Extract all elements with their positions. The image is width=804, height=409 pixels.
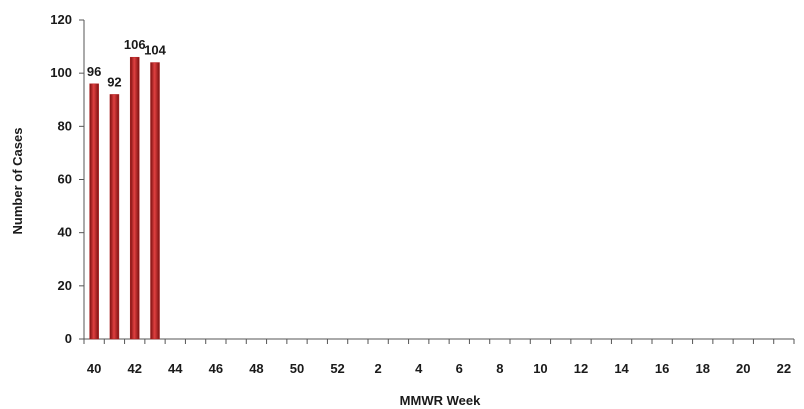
- data-label: 106: [124, 37, 146, 52]
- y-tick-label: 0: [65, 331, 72, 346]
- x-tick-label: 44: [168, 361, 183, 376]
- data-label: 104: [144, 43, 166, 58]
- y-tick-label: 60: [58, 172, 72, 187]
- x-tick-label: 4: [415, 361, 423, 376]
- y-tick-label: 20: [58, 278, 72, 293]
- x-tick-label: 8: [496, 361, 503, 376]
- x-tick-label: 22: [777, 361, 791, 376]
- x-tick-label: 42: [127, 361, 141, 376]
- bar: [109, 94, 120, 340]
- x-tick-label: 2: [375, 361, 382, 376]
- y-tick-label: 80: [58, 118, 72, 133]
- bar: [89, 83, 99, 340]
- y-tick-label: 120: [50, 12, 72, 27]
- x-tick-label: 52: [330, 361, 344, 376]
- bar: [150, 62, 160, 340]
- x-tick-label: 40: [87, 361, 101, 376]
- x-tick-label: 16: [655, 361, 669, 376]
- x-tick-label: 10: [533, 361, 547, 376]
- x-tick-label: 50: [290, 361, 304, 376]
- x-tick-label: 6: [456, 361, 463, 376]
- x-tick-label: 20: [736, 361, 750, 376]
- data-label: 92: [107, 74, 121, 89]
- data-label: 96: [87, 64, 101, 79]
- x-tick-label: 14: [614, 361, 629, 376]
- x-tick-label: 46: [209, 361, 223, 376]
- y-axis-title: Number of Cases: [10, 128, 25, 235]
- x-tick-label: 48: [249, 361, 263, 376]
- x-tick-label: 12: [574, 361, 588, 376]
- x-tick-label: 18: [695, 361, 709, 376]
- x-axis-title: MMWR Week: [400, 393, 481, 408]
- y-tick-label: 40: [58, 225, 72, 240]
- bar: [129, 56, 140, 340]
- y-tick-label: 100: [50, 65, 72, 80]
